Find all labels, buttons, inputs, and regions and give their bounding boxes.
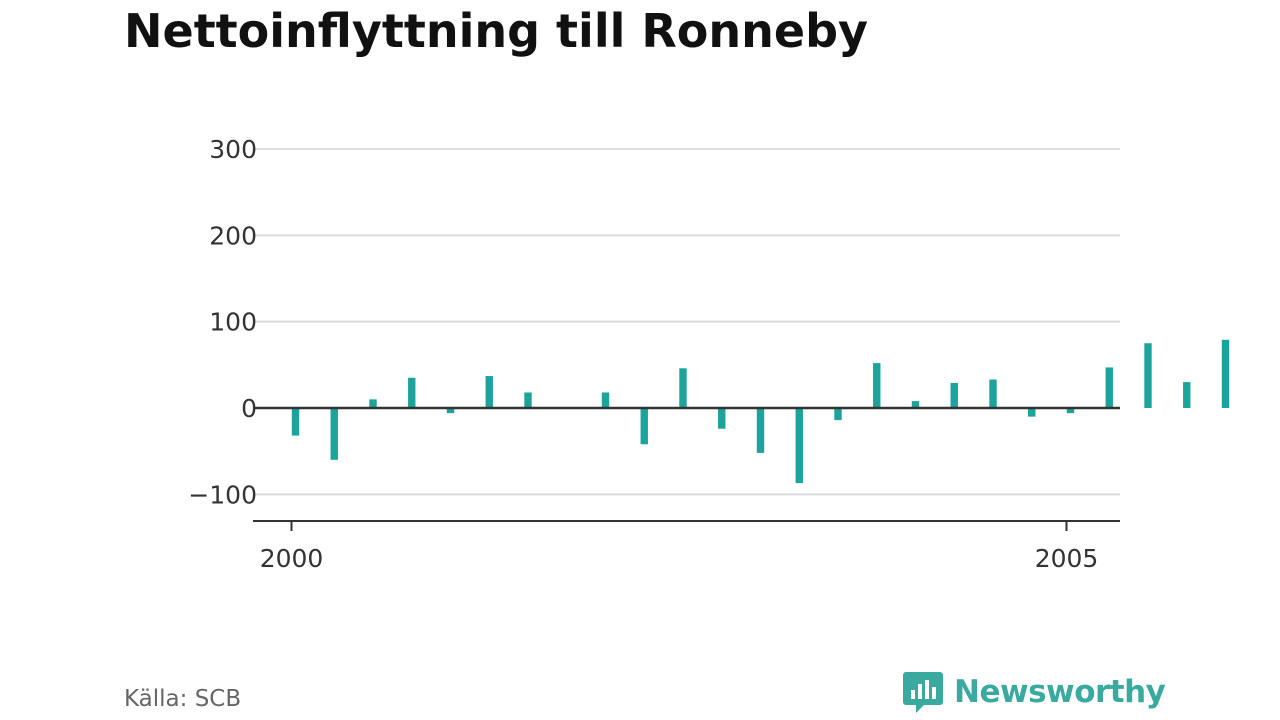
y-axis-labels: 300 200 100 0 −100 [188, 135, 257, 509]
x-tick-label: 2000 [260, 544, 324, 573]
bar [1105, 367, 1113, 408]
brand-logo: Newsworthy [902, 670, 1166, 714]
bar [989, 379, 997, 408]
bar [446, 408, 455, 414]
bar [950, 382, 958, 408]
bar [1066, 408, 1075, 414]
source-note: Källa: SCB [124, 686, 242, 712]
y-tick-label: 100 [209, 308, 257, 337]
bar [1183, 382, 1191, 408]
y-tick-label: 0 [241, 394, 257, 423]
bar [834, 408, 842, 421]
bar [524, 392, 532, 408]
bar [291, 408, 300, 436]
bar [601, 392, 610, 408]
brand-name: Newsworthy [954, 674, 1166, 710]
bar [795, 408, 803, 484]
bars [291, 339, 1230, 484]
bar [756, 408, 765, 453]
x-axis-ticks: 200020052010201520202025 [260, 521, 1099, 573]
bar [640, 408, 648, 445]
bar [1028, 408, 1036, 417]
bar [911, 401, 920, 408]
y-tick-label: 200 [209, 221, 257, 250]
y-tick-label: 300 [209, 135, 257, 164]
chart-title: Nettoinflyttning till Ronneby [124, 4, 868, 58]
bar [679, 368, 687, 408]
bar [485, 376, 493, 408]
bar [330, 408, 338, 460]
x-tick-label: 2005 [1035, 544, 1099, 573]
bar [1144, 343, 1152, 408]
bar [1221, 339, 1230, 408]
bar [408, 377, 416, 408]
gridlines [253, 148, 1120, 496]
bar [369, 399, 377, 408]
bar [718, 408, 726, 429]
newsworthy-logo-icon [903, 672, 943, 713]
bar [873, 363, 881, 408]
y-tick-label: −100 [188, 480, 257, 509]
